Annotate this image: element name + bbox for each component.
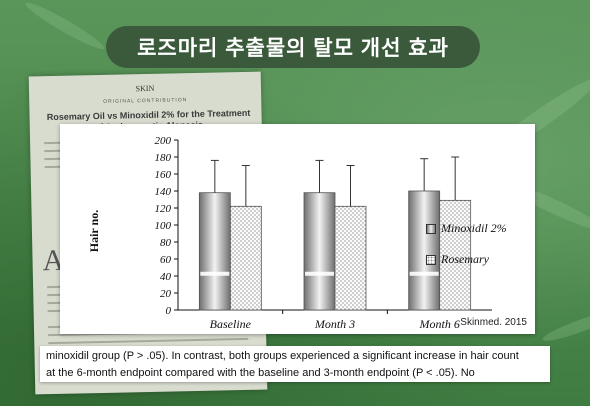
hair-count-chart: 0 20 40 60 80 100 120 140 160 180 200 Baseline Month…: [60, 124, 535, 334]
legend-label-rosemary: Rosemary: [441, 252, 489, 266]
bar-minoxidil: [303, 192, 336, 311]
bar-rosemary: [334, 205, 367, 311]
y-tick-label: 40: [160, 271, 172, 283]
legend-label-minoxidil: Minoxidil 2%: [441, 221, 507, 235]
y-tick-label: 120: [155, 203, 172, 215]
y-axis-label: Hair no.: [87, 209, 101, 253]
y-tick-label: 160: [155, 169, 172, 181]
y-tick-label: 0: [166, 305, 172, 317]
bar-rosemary: [229, 205, 262, 311]
bar-highlight: [409, 271, 439, 276]
bar-highlight: [200, 271, 230, 276]
text-line: [48, 337, 249, 345]
x-tick-label: Baseline: [210, 317, 252, 331]
y-tick-label: 140: [155, 186, 172, 198]
legend-swatch-rosemary: [426, 254, 436, 265]
bar-rosemary: [439, 199, 472, 311]
excerpt-line-2: at the 6-month endpoint compared with th…: [46, 367, 475, 379]
x-tick-label: Month 3: [314, 317, 355, 331]
chart-legend: Minoxidil 2% Rosemary: [426, 221, 507, 283]
chart-source: Skinmed. 2015: [460, 317, 527, 328]
y-tick-label: 180: [155, 152, 172, 164]
legend-item-minoxidil: Minoxidil 2%: [426, 221, 507, 236]
chart-plot: 0 20 40 60 80 100 120 140 160 180 200 Baseline Month…: [155, 135, 492, 331]
page-title: 로즈마리 추출물의 탈모 개선 효과: [106, 26, 480, 68]
excerpt-line-1: minoxidil group (P > .05). In contrast, …: [46, 350, 519, 362]
y-tick-label: 20: [160, 288, 172, 300]
bar-minoxidil: [198, 192, 231, 311]
legend-swatch-minoxidil: [426, 223, 436, 234]
article-kicker: ORIGINAL CONTRIBUTION: [103, 97, 188, 105]
legend-item-rosemary: Rosemary: [426, 252, 507, 267]
y-tick-label: 60: [160, 254, 172, 266]
article-excerpt: minoxidil group (P > .05). In contrast, …: [40, 346, 550, 382]
journal-brand: SKIN: [135, 83, 155, 94]
bar-highlight: [305, 271, 334, 276]
y-tick-label: 200: [155, 135, 172, 147]
y-tick-label: 100: [155, 220, 172, 232]
y-tick-label: 80: [160, 237, 172, 249]
x-tick-label: Month 6: [418, 317, 459, 331]
